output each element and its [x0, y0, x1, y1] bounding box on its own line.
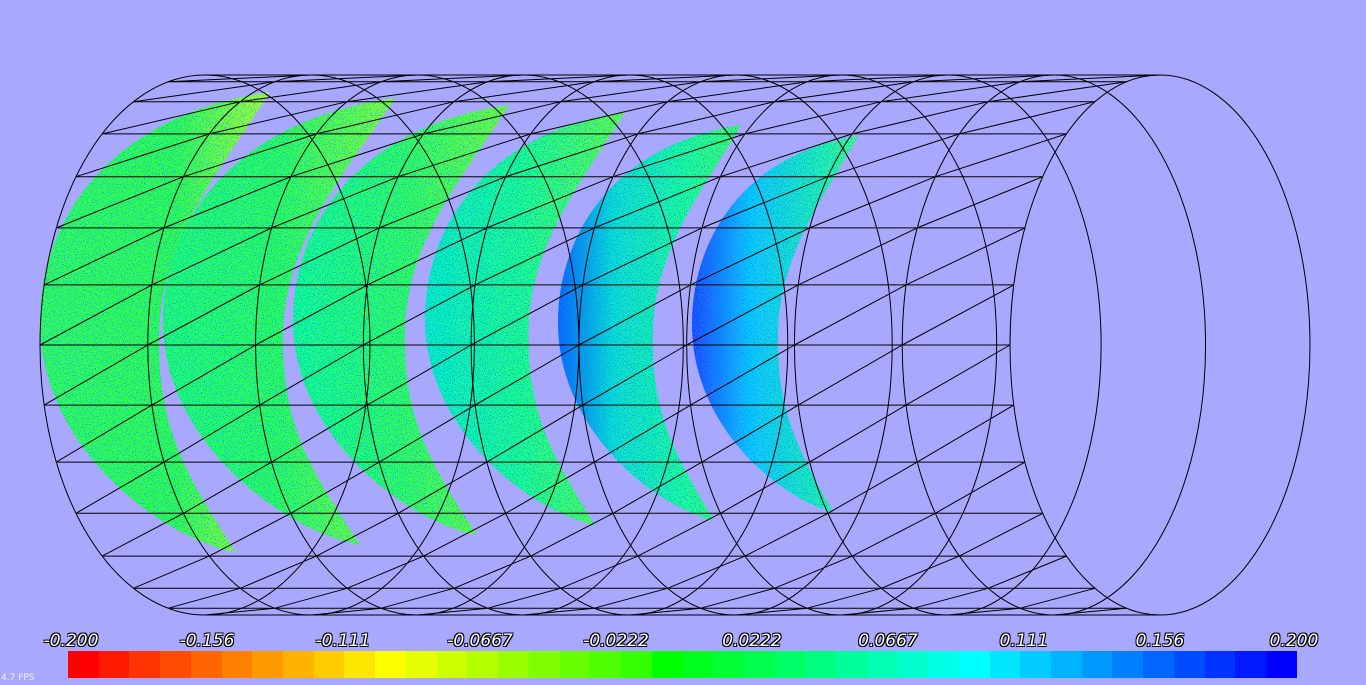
- color-scale-segment: [620, 651, 652, 678]
- wire-mesh-edges: [39, 74, 1161, 616]
- color-scale-segment: [160, 651, 191, 678]
- color-scale-segment: [743, 651, 775, 678]
- color-scale-segment: [1173, 651, 1205, 678]
- scale-label: -0.0667: [447, 631, 513, 651]
- color-scale-segment: [559, 651, 591, 678]
- color-mapped-stripe: [163, 98, 395, 545]
- color-scale-segment: [375, 651, 406, 678]
- color-scale-segment: [774, 651, 806, 678]
- color-scale-segment: [1020, 651, 1051, 678]
- color-scale-segment: [1051, 651, 1082, 678]
- wireframe-cylinder: [39, 74, 1311, 616]
- color-scale-segment: [1143, 651, 1174, 678]
- color-scale-segment: [713, 651, 744, 678]
- color-scale-segment: [436, 651, 468, 678]
- color-mapped-stripes: [40, 92, 858, 552]
- scale-label: 0.0222: [722, 631, 782, 651]
- scale-label: 0.111: [999, 631, 1049, 651]
- color-scale-segment: [190, 651, 222, 678]
- color-scale-segment: [98, 651, 130, 678]
- color-scale-segment: [835, 651, 867, 678]
- color-scale-segment: [498, 651, 529, 678]
- color-scale-segment: [866, 651, 898, 678]
- color-scale-segment: [129, 651, 161, 678]
- color-scale-segment: [252, 651, 284, 678]
- color-scale-segment: [344, 651, 376, 678]
- color-scale-segment: [928, 651, 959, 678]
- color-scale-segment: [1081, 651, 1113, 678]
- scale-label: -0.200: [43, 631, 99, 651]
- color-scale-segment: [221, 651, 253, 678]
- color-mapped-stripe: [425, 112, 625, 525]
- color-scale-segment: [1235, 651, 1267, 678]
- scale-label: 0.0667: [858, 631, 918, 651]
- color-mapped-stripe: [293, 105, 509, 535]
- color-scale-segment: [1204, 651, 1236, 678]
- color-scale-segment: [805, 651, 836, 678]
- color-scale-segment: [682, 651, 714, 678]
- color-scale-segment: [68, 651, 99, 678]
- scale-label: -0.0222: [583, 631, 649, 651]
- wire-ring: [1009, 74, 1311, 616]
- color-scale-segment: [989, 651, 1021, 678]
- color-scale-segment: [897, 651, 929, 678]
- scale-label: -0.156: [179, 631, 235, 651]
- color-mapped-stripe: [692, 136, 858, 512]
- color-scale-segment: [590, 651, 621, 678]
- color-scale-segment: [467, 651, 499, 678]
- fps-counter: 4.7 FPS: [1, 673, 35, 683]
- color-scale-segment: [283, 651, 314, 678]
- color-scale-segment: [405, 651, 437, 678]
- scale-label: 0.156: [1135, 631, 1185, 651]
- color-scale-segment: [313, 651, 345, 678]
- color-scale-segment: [528, 651, 560, 678]
- color-scale-bar: [68, 651, 1297, 678]
- color-scale-segment: [1266, 651, 1297, 678]
- color-scale-segment: [651, 651, 683, 678]
- color-scale-segment: [1112, 651, 1144, 678]
- color-scale-segment: [958, 651, 990, 678]
- scale-label: -0.111: [315, 631, 371, 651]
- scale-label: 0.200: [1269, 631, 1319, 651]
